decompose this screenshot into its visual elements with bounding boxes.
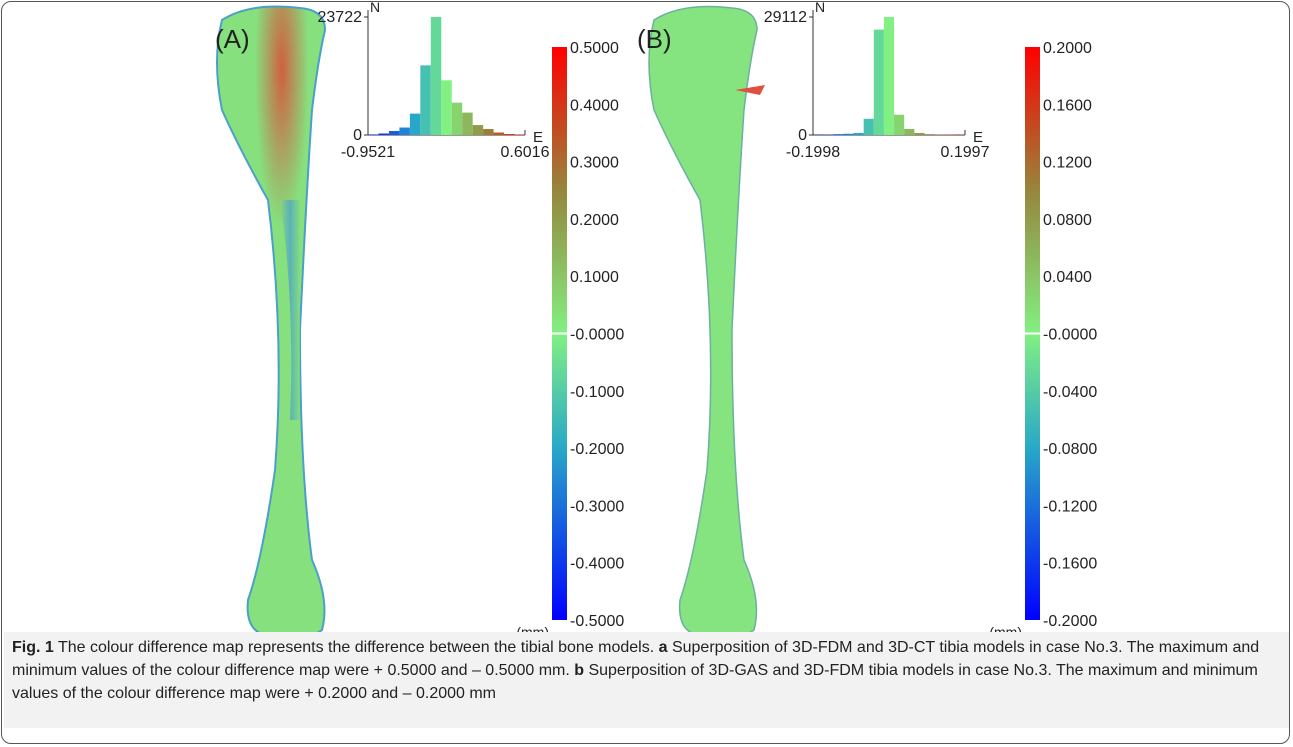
colorbar-label: 0.0400 <box>1043 269 1092 286</box>
colorbar-label: 0.4000 <box>570 97 619 114</box>
y-tick-label: 0 <box>798 127 807 144</box>
y-tick-label: 23722 <box>318 9 363 26</box>
caption-text: Superposition of 3D-FDM and 3D-CT tibia … <box>12 639 1260 679</box>
colorbar-label: -0.2000 <box>570 441 624 458</box>
y-tick-label: 29112 <box>764 9 807 26</box>
caption: Fig. 1 The colour difference map represe… <box>4 632 1289 728</box>
colorbar-label: 0.0800 <box>1043 212 1092 229</box>
panel-label: (A) <box>215 24 250 54</box>
histogram-bar <box>863 118 874 135</box>
histogram-bar <box>378 133 389 135</box>
colorbar-label: 0.2000 <box>570 212 619 229</box>
histogram-bar <box>451 102 463 135</box>
panel-label: (B) <box>637 24 672 54</box>
histogram-bar <box>493 132 505 135</box>
colorbar-label: 0.2000 <box>1043 40 1092 57</box>
colorbar-label: 0.1600 <box>1043 97 1092 114</box>
colorbar-label: 0.3000 <box>570 155 619 172</box>
histogram-bar <box>914 132 925 135</box>
colorbar-label: -0.0000 <box>570 327 624 344</box>
histogram-bar <box>483 129 494 135</box>
x-tick-label: 0.6016 <box>501 144 550 161</box>
colorbar-label: -0.3000 <box>570 498 624 515</box>
part-label: a <box>658 639 668 656</box>
colorbar-label: -0.1600 <box>1043 556 1097 573</box>
x-tick-label: 0.1997 <box>941 144 990 161</box>
histogram-bar <box>430 17 442 135</box>
axis-label: N <box>815 0 825 15</box>
histogram-bar <box>441 80 452 135</box>
colorbar-label: 0.1000 <box>570 269 619 286</box>
figure: (A) N E 0 23722 -0.9521 0.6016 0.5000 0.4000 0.30… <box>215 0 1097 632</box>
caption-text: Superposition of 3D-GAS and 3D-FDM tibia… <box>12 662 1258 702</box>
histogram-bar <box>873 29 884 135</box>
histogram-bar <box>399 127 410 135</box>
figure-label: Fig. 1 <box>12 639 54 656</box>
axis-label: E <box>973 129 983 146</box>
colorbar-label: -0.0400 <box>1043 384 1097 401</box>
colorbar-unit: (mm) <box>516 624 549 632</box>
histogram-bar <box>894 114 905 135</box>
histogram-bar <box>833 134 844 135</box>
histogram-bar <box>420 65 431 135</box>
histogram-bar <box>904 128 915 135</box>
colorbar-label: 0.1200 <box>1043 155 1092 172</box>
histogram-bar <box>924 134 935 135</box>
histogram-bar <box>843 133 854 135</box>
x-tick-label: -0.1998 <box>786 144 840 161</box>
colorbar-label: 0.5000 <box>570 40 619 57</box>
histogram-bar <box>883 17 895 135</box>
part-label: b <box>574 662 585 679</box>
colorbar-label: -0.2000 <box>1043 613 1097 630</box>
colorbar-label: -0.0800 <box>1043 441 1097 458</box>
colorbar-unit: (mm) <box>989 624 1022 632</box>
axis-label: E <box>533 129 543 146</box>
colorbar-label: -0.1200 <box>1043 498 1097 515</box>
x-tick-label: -0.9521 <box>341 144 395 161</box>
colorbar-label: -0.4000 <box>570 556 624 573</box>
bone-a <box>216 5 327 632</box>
histogram-bar <box>504 134 515 135</box>
colorbar-label: -0.1000 <box>570 384 624 401</box>
histogram-bar <box>462 112 473 135</box>
colorbar-label: -0.5000 <box>570 613 624 630</box>
histogram-bar <box>409 113 421 135</box>
histogram-bar <box>853 132 864 135</box>
y-tick-label: 0 <box>353 127 362 144</box>
caption-text: The colour difference map represents the… <box>53 639 659 656</box>
bone-b <box>648 5 765 632</box>
histogram-bar <box>388 131 400 135</box>
colorbar-label: -0.0000 <box>1043 327 1097 344</box>
axis-label: N <box>370 0 380 15</box>
histogram-bar <box>472 125 484 135</box>
